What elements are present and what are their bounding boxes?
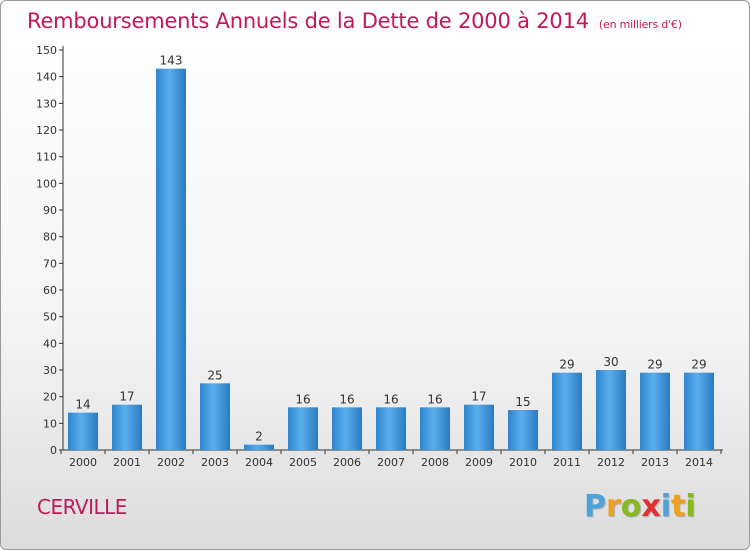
y-tick-label: 60 — [43, 284, 57, 297]
data-label: 143 — [160, 54, 183, 68]
bar — [112, 404, 142, 450]
data-label: 30 — [603, 355, 618, 369]
y-tick-label: 10 — [43, 417, 57, 430]
bar — [420, 407, 450, 450]
brand-logo-letter: i — [685, 489, 696, 524]
x-tick-label: 2000 — [69, 456, 97, 469]
data-label: 25 — [207, 368, 222, 382]
x-tick-label: 2010 — [509, 456, 537, 469]
x-tick-label: 2013 — [641, 456, 669, 469]
y-tick-label: 50 — [43, 311, 57, 324]
brand-logo-letter: P — [584, 489, 606, 524]
x-tick-label: 2005 — [289, 456, 317, 469]
x-tick-label: 2003 — [201, 456, 229, 469]
y-tick-label: 140 — [36, 71, 57, 84]
y-tick-label: 70 — [43, 257, 57, 270]
bar — [244, 444, 274, 450]
y-tick-label: 110 — [36, 151, 57, 164]
chart-title-main: Remboursements Annuels de la Dette de 20… — [27, 9, 589, 33]
chart-title: Remboursements Annuels de la Dette de 20… — [27, 9, 682, 33]
location-name: CERVILLE — [37, 495, 127, 519]
y-tick-label: 0 — [50, 444, 57, 457]
y-tick-label: 20 — [43, 391, 57, 404]
brand-logo: Proxiti — [584, 489, 696, 524]
x-tick-label: 2002 — [157, 456, 185, 469]
chart-labels: 2000 14 2001 17 2002 143 2003 25 2004 2 2005 16 2006… — [69, 54, 713, 469]
bar — [200, 383, 230, 450]
chart-title-unit: (en milliers d'€) — [598, 18, 682, 31]
brand-logo-letter: o — [620, 489, 642, 524]
brand-logo-letter: t — [671, 489, 686, 524]
y-tick-label: 90 — [43, 204, 57, 217]
x-tick-label: 2007 — [377, 456, 405, 469]
y-tick-label: 120 — [36, 124, 57, 137]
bar — [640, 372, 670, 450]
data-label: 29 — [691, 358, 706, 372]
bar — [68, 412, 98, 450]
brand-logo-letter: x — [641, 489, 661, 524]
bar — [376, 407, 406, 450]
data-label: 16 — [295, 392, 310, 406]
x-tick-label: 2006 — [333, 456, 361, 469]
data-label: 14 — [75, 398, 90, 412]
y-tick-label: 100 — [36, 177, 57, 190]
data-label: 16 — [427, 392, 442, 406]
brand-logo-letter: i — [660, 489, 672, 524]
x-tick-label: 2008 — [421, 456, 449, 469]
x-tick-label: 2009 — [465, 456, 493, 469]
y-tick-label: 150 — [36, 44, 57, 57]
x-tick-label: 2001 — [113, 456, 141, 469]
bar — [508, 410, 538, 450]
data-label: 17 — [119, 390, 134, 404]
x-tick-label: 2012 — [597, 456, 625, 469]
y-tick-label: 130 — [36, 97, 57, 110]
bar — [596, 370, 626, 450]
bar — [332, 407, 362, 450]
brand-logo-letter: r — [606, 489, 621, 524]
data-label: 15 — [515, 395, 530, 409]
bar — [156, 68, 186, 451]
data-label: 16 — [339, 392, 354, 406]
data-label: 29 — [647, 358, 662, 372]
y-tick-label: 40 — [43, 337, 57, 350]
bar — [684, 372, 714, 450]
x-tick-label: 2011 — [553, 456, 581, 469]
y-tick-label: 30 — [43, 364, 57, 377]
data-label: 29 — [559, 358, 574, 372]
chart-axes: 0 10 20 30 40 50 60 70 80 90 100 110 120 130 140 150 — [36, 44, 723, 457]
y-tick-label: 80 — [43, 231, 57, 244]
x-tick-label: 2004 — [245, 456, 273, 469]
data-label: 2 — [255, 430, 263, 444]
chart-bars — [68, 68, 714, 451]
data-label: 16 — [383, 392, 398, 406]
bar — [552, 372, 582, 450]
x-tick-label: 2014 — [685, 456, 713, 469]
bar — [288, 407, 318, 450]
bar — [464, 404, 494, 450]
data-label: 17 — [471, 390, 486, 404]
